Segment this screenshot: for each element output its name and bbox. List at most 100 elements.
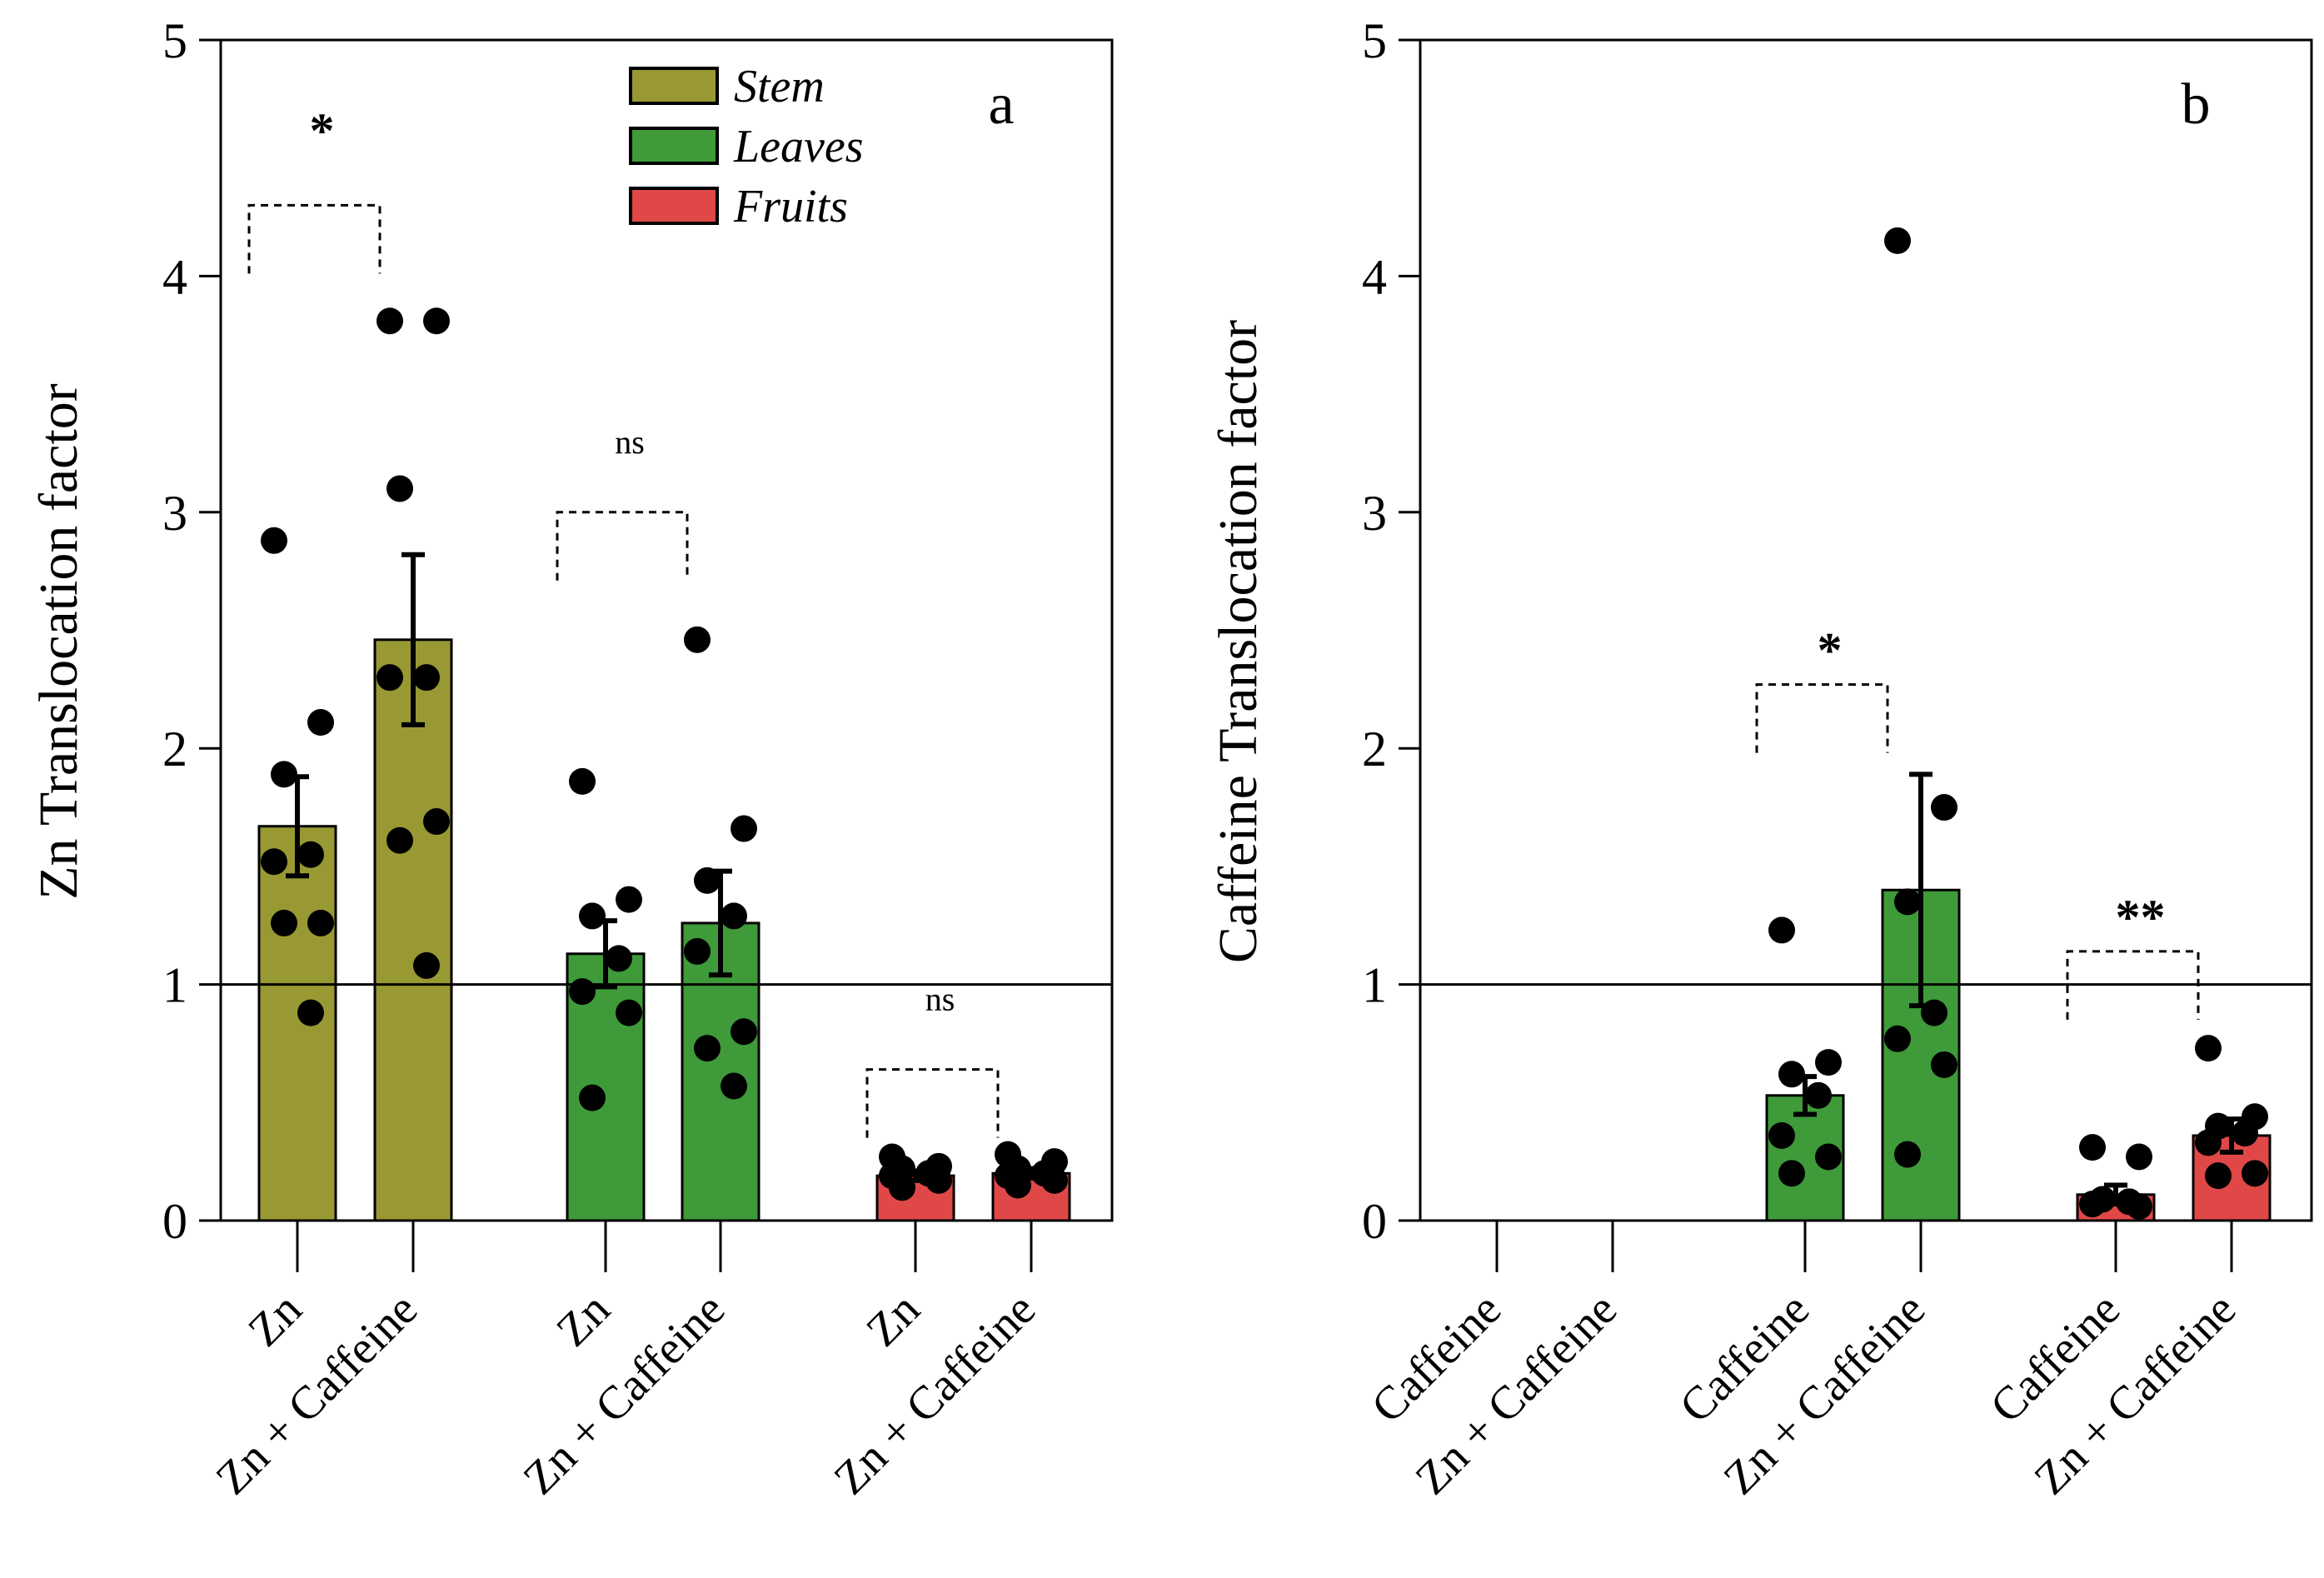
data-point	[2232, 1120, 2258, 1147]
x-tick-label-treatment: Zn	[856, 1283, 930, 1356]
legend-label: Leaves	[733, 121, 864, 172]
data-point	[261, 527, 287, 554]
data-point	[925, 1166, 952, 1194]
bracket-line	[1755, 683, 1889, 753]
bar	[257, 825, 337, 1222]
data-point	[606, 945, 632, 972]
data-point	[2205, 1162, 2232, 1190]
significance-label: *	[1818, 623, 1843, 678]
data-point	[569, 767, 596, 795]
data-point	[1894, 888, 1921, 916]
y-tick-label: 5	[162, 13, 187, 68]
data-point	[1884, 1025, 1911, 1052]
legend-label: Stem	[734, 61, 825, 112]
data-point	[1884, 227, 1911, 254]
legend-swatch	[629, 67, 719, 105]
legend-swatch	[629, 187, 719, 225]
y-tick-label: 3	[1362, 486, 1387, 541]
data-point	[1768, 1121, 1795, 1149]
data-point	[1894, 1141, 1921, 1168]
y-tick-label: 4	[1362, 249, 1387, 304]
data-point	[387, 475, 413, 502]
x-tick-label: Zn + Caffeine	[207, 1283, 428, 1505]
data-point	[731, 1018, 757, 1046]
y-tick-label: 0	[1362, 1194, 1387, 1249]
bracket-line	[2066, 950, 2200, 1020]
data-point	[307, 709, 334, 737]
panel-label: a	[988, 72, 1014, 137]
x-tick-label: Zn + Caffeine	[1714, 1283, 1936, 1505]
data-point	[579, 902, 606, 930]
significance-bracket: ns	[865, 981, 1000, 1138]
bracket-line	[556, 511, 689, 581]
data-point	[307, 909, 334, 936]
significance-bracket: *	[247, 103, 382, 274]
data-point	[423, 808, 450, 836]
x-tick-label-treatment: Zn + Caffeine	[825, 1283, 1046, 1505]
bracket-line	[865, 1068, 1000, 1138]
x-tick-label: Zn	[238, 1283, 312, 1356]
bracket-line	[247, 203, 382, 274]
data-point	[684, 626, 711, 653]
data-point	[297, 841, 324, 868]
significance-label: ns	[615, 423, 645, 461]
data-point	[569, 978, 596, 1006]
x-tick-label: Zn + Caffeine	[2025, 1283, 2247, 1505]
data-point	[684, 937, 711, 965]
y-tick-label: 0	[162, 1194, 187, 1249]
bar	[373, 638, 453, 1222]
data-point	[377, 664, 403, 692]
data-point	[271, 761, 297, 788]
y-axis-title: Zn Translocation factor	[28, 383, 89, 900]
y-tick-label: 2	[162, 722, 187, 777]
significance-bracket: ns	[556, 423, 689, 581]
data-point	[413, 664, 440, 692]
data-point	[579, 1084, 606, 1111]
data-point	[889, 1174, 915, 1201]
legend: Stem Leaves Fruits	[629, 61, 864, 232]
data-point	[2079, 1191, 2106, 1218]
data-point	[2079, 1134, 2106, 1161]
x-tick-label: Zn	[856, 1283, 930, 1356]
data-point	[1005, 1171, 1031, 1199]
x-tick-label-treatment: Zn	[546, 1283, 620, 1356]
y-axis-title: Caffeine Translocation factor	[1208, 320, 1269, 963]
data-point	[377, 307, 403, 335]
data-point	[423, 307, 450, 335]
legend-label: Fruits	[733, 181, 848, 232]
panel-label: b	[2182, 72, 2211, 137]
error-bar	[401, 552, 425, 727]
data-point	[1815, 1049, 1842, 1076]
x-tick-label-treatment: Zn + Caffeine	[1406, 1283, 1628, 1505]
data-point	[1778, 1160, 1805, 1187]
data-point	[1778, 1061, 1805, 1088]
x-tick-label: Zn + Caffeine	[825, 1283, 1046, 1505]
x-tick-label-treatment: Zn + Caffeine	[2025, 1283, 2247, 1505]
significance-label: ns	[925, 981, 955, 1018]
data-point	[616, 886, 642, 913]
data-point	[2242, 1160, 2268, 1187]
data-point	[271, 909, 297, 936]
data-point	[731, 815, 757, 842]
y-tick-label: 1	[1362, 958, 1387, 1013]
data-point	[413, 951, 440, 979]
x-tick-label-treatment: Zn + Caffeine	[1714, 1283, 1936, 1505]
data-point	[2195, 1035, 2222, 1062]
significance-label: **	[2116, 890, 2166, 945]
y-tick-label: 5	[1362, 13, 1387, 68]
data-point	[1768, 916, 1795, 944]
data-point	[2195, 1129, 2222, 1156]
x-tick-label-treatment: Zn	[238, 1283, 312, 1356]
x-tick-label: Zn + Caffeine	[1406, 1283, 1628, 1505]
x-tick-label-treatment: Zn + Caffeine	[207, 1283, 428, 1505]
data-point	[616, 999, 642, 1026]
data-point	[1805, 1081, 1832, 1109]
data-point	[1931, 1051, 1957, 1078]
plot-frame	[219, 38, 1114, 1222]
y-tick-label: 1	[162, 958, 187, 1013]
data-point	[721, 902, 747, 930]
data-point	[1921, 999, 1947, 1026]
